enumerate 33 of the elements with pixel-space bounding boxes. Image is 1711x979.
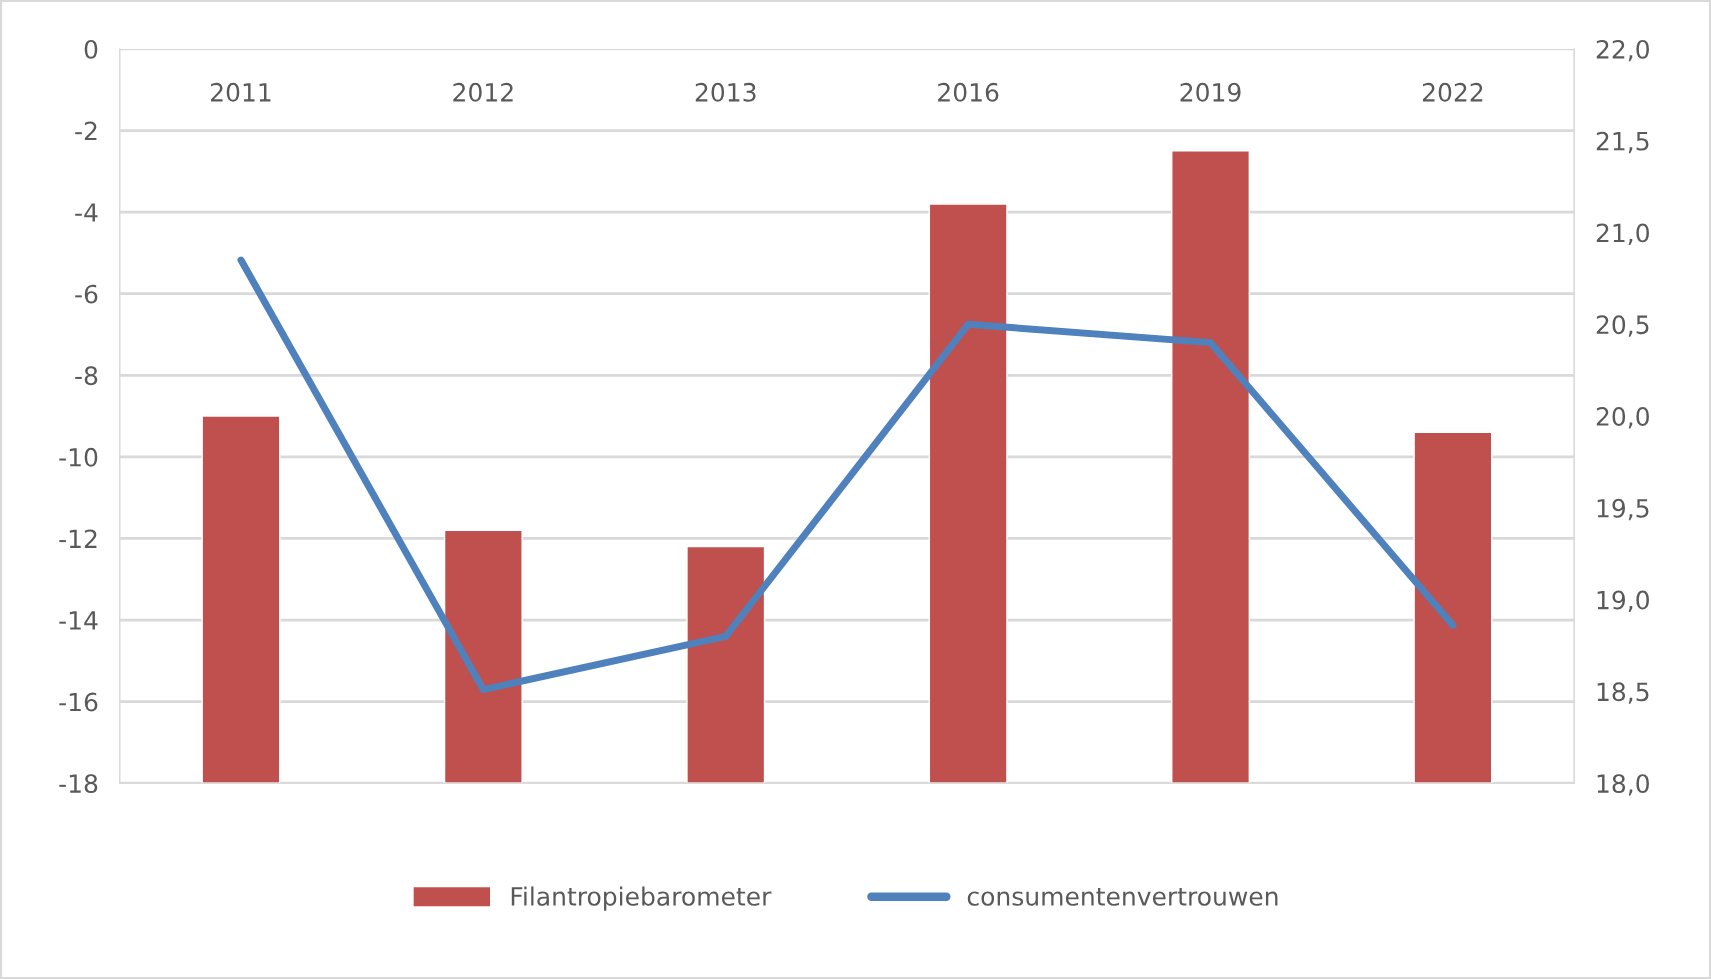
y2-tick-label: 20,5 <box>1596 315 1649 337</box>
y2-tick-label: 18,5 <box>1597 682 1649 704</box>
y2-tick-label: 21,5 <box>1596 131 1649 154</box>
y-tick-label: -16 <box>59 692 98 712</box>
x-tick-label: 2022 <box>1422 82 1483 102</box>
y2-tick-label: 22,0 <box>1596 39 1649 62</box>
y-tick-label: -4 <box>75 203 98 222</box>
y-tick-label: -14 <box>59 611 98 630</box>
y2-tick-label: 19,5 <box>1597 498 1649 521</box>
y-tick-label: -6 <box>75 284 98 304</box>
y-tick-label: -8 <box>75 366 98 386</box>
y-tick-label: -18 <box>59 774 98 794</box>
bar <box>201 415 281 784</box>
y2-tick-label: 19,0 <box>1597 590 1649 613</box>
x-tick-label: 2012 <box>453 82 513 102</box>
y-tick-label: -2 <box>75 121 97 141</box>
legend-label: consumentenvertrouwen <box>967 887 1278 906</box>
y-tick-label: -12 <box>59 529 97 548</box>
y2-tick-label: 20,0 <box>1596 407 1649 429</box>
y-tick-label: 0 <box>84 39 98 59</box>
bar <box>1413 431 1493 784</box>
x-tick-label: 2011 <box>210 82 271 102</box>
y2-tick-label: 18,0 <box>1597 774 1649 796</box>
legend-label: Filantropiebarometer <box>511 886 772 911</box>
x-tick-label: 2016 <box>938 82 999 102</box>
x-tick-label: 2013 <box>695 82 756 102</box>
bar <box>443 529 523 784</box>
bar <box>1171 150 1251 784</box>
bar <box>928 203 1008 784</box>
x-tick-label: 2019 <box>1180 82 1241 102</box>
y-tick-label: -10 <box>59 447 98 467</box>
y2-tick-label: 21,0 <box>1596 223 1649 245</box>
bar <box>686 545 766 784</box>
